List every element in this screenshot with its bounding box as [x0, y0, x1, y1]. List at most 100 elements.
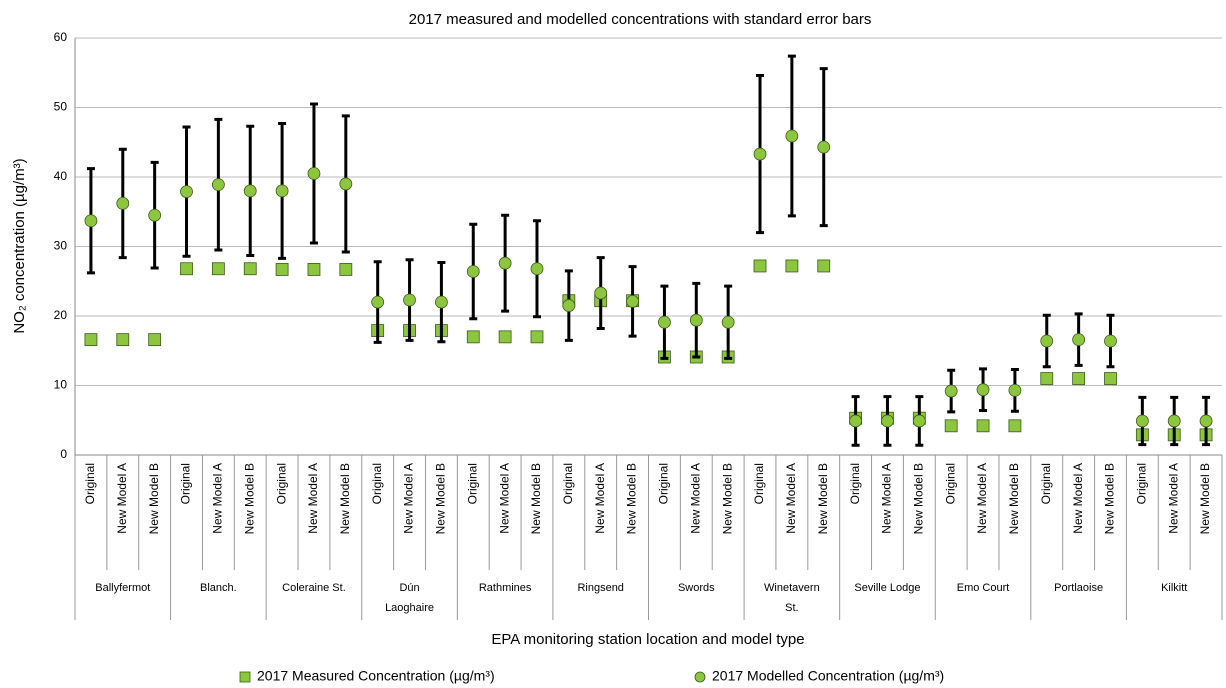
- x-tick-label: New Model A: [688, 463, 702, 534]
- modelled-marker: [912, 414, 926, 428]
- y-tick-label: 10: [54, 378, 68, 392]
- measured-marker: [944, 419, 958, 433]
- x-tick-label: Original: [561, 463, 575, 504]
- group-label: Ringsend: [577, 582, 623, 594]
- measured-marker: [339, 263, 353, 276]
- modelled-marker: [626, 295, 639, 308]
- x-tick-label: New Model B: [242, 463, 256, 534]
- legend-label: 2017 Measured Concentration (µg/m³): [257, 668, 495, 684]
- group-label: Emo Court: [957, 582, 1010, 594]
- modelled-marker: [211, 178, 225, 192]
- modelled-marker: [1135, 414, 1149, 428]
- x-tick-label: New Model B: [625, 463, 639, 534]
- measured-marker: [275, 263, 289, 276]
- measured-marker: [817, 259, 831, 273]
- x-tick-label: New Model A: [306, 463, 320, 534]
- x-tick-label: New Model A: [880, 463, 894, 534]
- x-tick-label: New Model B: [1007, 463, 1021, 534]
- x-tick-label: New Model A: [211, 463, 225, 534]
- measured-marker: [976, 419, 990, 433]
- modelled-marker: [785, 129, 799, 143]
- legend-label: 2017 Modelled Concentration (µg/m³): [712, 668, 944, 684]
- measured-marker: [211, 262, 225, 276]
- modelled-marker: [403, 293, 416, 307]
- modelled-marker: [339, 177, 353, 191]
- x-tick-label: Original: [1135, 463, 1149, 504]
- x-tick-label: New Model B: [529, 463, 543, 534]
- modelled-marker: [275, 184, 289, 198]
- y-tick-label: 50: [54, 100, 68, 114]
- modelled-marker: [1008, 383, 1022, 397]
- measured-marker: [148, 333, 162, 347]
- legend-item: 2017 Measured Concentration (µg/m³): [239, 668, 495, 684]
- group-label: Coleraine St.: [282, 582, 346, 594]
- modelled-marker: [721, 315, 735, 329]
- group-label: Winetavern: [764, 582, 820, 594]
- modelled-marker: [944, 384, 958, 398]
- x-tick-label: Original: [943, 463, 957, 504]
- group-label: Rathmines: [479, 582, 532, 594]
- measured-marker: [530, 330, 544, 344]
- x-tick-label: Original: [1039, 463, 1053, 504]
- x-tick-label: New Model B: [1198, 463, 1212, 534]
- legend-marker: [694, 671, 706, 683]
- modelled-marker: [1040, 334, 1054, 348]
- x-tick-label: New Model B: [338, 463, 352, 534]
- group-label: St.: [785, 602, 798, 614]
- measured-marker: [307, 263, 321, 276]
- legend-marker: [239, 671, 251, 683]
- x-tick-label: New Model A: [402, 463, 416, 534]
- modelled-marker: [116, 197, 130, 210]
- modelled-marker: [689, 313, 703, 327]
- x-tick-label: New Model B: [816, 463, 830, 534]
- measured-marker: [753, 259, 767, 273]
- measured-marker: [1040, 372, 1054, 385]
- x-tick-label: New Model A: [1071, 463, 1085, 534]
- group-label: Seville Lodge: [854, 582, 920, 594]
- group-label: Swords: [678, 582, 715, 594]
- x-tick-label: Original: [274, 463, 288, 504]
- y-tick-label: 20: [54, 308, 68, 322]
- modelled-marker: [148, 208, 162, 222]
- modelled-marker: [817, 140, 831, 154]
- y-axis-title: NO₂ concentration (µg/m³): [11, 158, 28, 333]
- measured-marker: [785, 259, 799, 273]
- measured-marker: [84, 333, 98, 347]
- x-tick-label: New Model A: [1166, 463, 1180, 534]
- group-label: Laoghaire: [385, 602, 434, 614]
- modelled-marker: [881, 414, 894, 428]
- x-tick-label: Original: [848, 463, 862, 504]
- group-label: Dún: [399, 582, 419, 594]
- group-label: Ballyfermot: [95, 582, 150, 594]
- modelled-marker: [307, 167, 321, 180]
- x-tick-label: New Model A: [497, 463, 511, 534]
- modelled-marker: [498, 256, 512, 270]
- modelled-marker: [594, 286, 608, 300]
- legend-item: 2017 Modelled Concentration (µg/m³): [694, 668, 944, 684]
- x-tick-label: New Model B: [911, 463, 925, 534]
- x-tick-label: Original: [465, 463, 479, 504]
- x-tick-label: New Model B: [147, 463, 161, 534]
- x-tick-label: Original: [370, 463, 384, 504]
- x-tick-label: New Model A: [975, 463, 989, 534]
- measured-marker: [1008, 419, 1022, 433]
- modelled-marker: [371, 295, 385, 309]
- x-tick-label: New Model B: [434, 463, 448, 534]
- modelled-marker: [180, 185, 193, 198]
- x-tick-label: Original: [179, 463, 193, 504]
- modelled-marker: [530, 262, 544, 276]
- chart-title: 2017 measured and modelled concentration…: [409, 11, 872, 28]
- x-tick-label: New Model B: [720, 463, 734, 534]
- modelled-marker: [435, 295, 448, 309]
- x-tick-label: New Model A: [115, 463, 129, 534]
- x-axis-title: EPA monitoring station location and mode…: [491, 631, 804, 648]
- modelled-marker: [84, 214, 98, 228]
- modelled-marker: [243, 184, 257, 198]
- modelled-marker: [976, 383, 990, 397]
- modelled-marker: [658, 315, 671, 329]
- group-label: Kilkitt: [1161, 582, 1187, 594]
- measured-marker: [1072, 372, 1086, 385]
- modelled-marker: [1199, 414, 1213, 428]
- measured-marker: [180, 262, 193, 276]
